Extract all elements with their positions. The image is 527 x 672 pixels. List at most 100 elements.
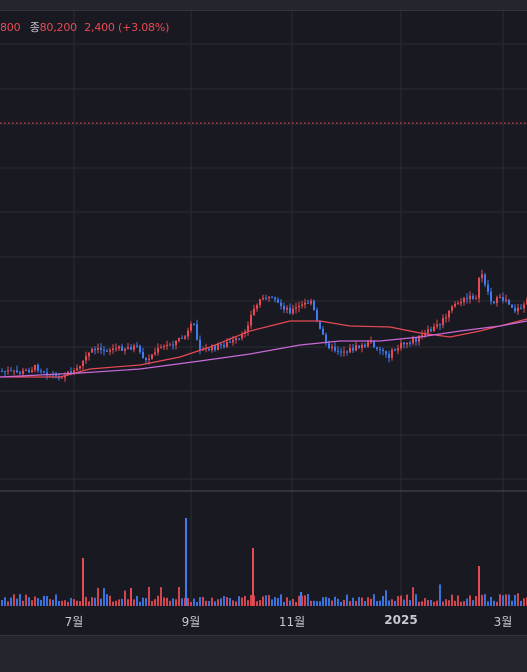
candle-body [496, 297, 498, 304]
volume-bar [313, 600, 315, 606]
candle-body [334, 346, 336, 351]
volume-spike [300, 592, 302, 606]
volume-bar [475, 595, 477, 606]
volume-bar [385, 590, 387, 606]
candle-body [523, 304, 525, 309]
candle-body [511, 304, 513, 308]
volume-bar [304, 595, 306, 606]
volume-bar [466, 598, 468, 606]
top-toolbar [0, 0, 527, 11]
candle-body [493, 301, 495, 304]
candle-body [148, 358, 150, 361]
candle-body [106, 350, 108, 352]
volume-bar [469, 595, 471, 606]
volume-bar [277, 598, 279, 606]
candle-body [430, 329, 432, 332]
volume-bar [241, 597, 243, 606]
candle-body [37, 364, 39, 371]
volume-bar [97, 587, 99, 606]
bottom-bar [0, 635, 527, 672]
volume-bar [7, 601, 9, 606]
volume-bar [220, 598, 222, 606]
volume-bar [391, 599, 393, 606]
candle-body [322, 328, 324, 335]
volume-bar [376, 601, 378, 606]
candle-body [40, 370, 42, 372]
volume-bar [445, 599, 447, 606]
volume-bar [193, 598, 195, 606]
price-chart[interactable] [0, 11, 527, 635]
candle-body [283, 306, 285, 310]
candle-body [259, 299, 261, 306]
candle-body [418, 335, 420, 342]
candle-body [469, 295, 471, 300]
volume-bar [31, 600, 33, 606]
candle-body [517, 307, 519, 312]
volume-bar [181, 598, 183, 606]
candle-body [379, 348, 381, 350]
volume-bar [43, 595, 45, 606]
volume-bar [178, 587, 180, 606]
volume-bar [283, 601, 285, 606]
candle-body [499, 297, 501, 299]
x-tick-2025: 2025 [384, 613, 418, 627]
candle-body [484, 274, 486, 285]
volume-bar [79, 601, 81, 606]
candle-body [223, 344, 225, 347]
volume-bar [100, 598, 102, 606]
volume-bar [517, 593, 519, 606]
volume-bar [427, 600, 429, 606]
time-axis[interactable]: 7월 9월 11월 2025 3월 [0, 606, 527, 635]
candle-body [466, 298, 468, 300]
candle-body [235, 338, 237, 340]
candle-body [226, 341, 228, 347]
chart-canvas[interactable] [0, 11, 527, 635]
volume-bar [124, 590, 126, 606]
volume-bar [61, 600, 63, 606]
candle-body [211, 345, 213, 351]
candle-body [478, 278, 480, 299]
candle-body [28, 370, 30, 373]
volume-bar [1, 600, 3, 606]
volume-bar [103, 588, 105, 606]
volume-bar [25, 594, 27, 606]
x-tick-jul: 7월 [64, 615, 84, 629]
volume-bar [76, 600, 78, 606]
candle-body [79, 366, 81, 369]
candle-body [262, 297, 264, 300]
candle-body [301, 304, 303, 306]
volume-bar [22, 600, 24, 606]
candle-body [97, 348, 99, 350]
legend-change-pct: (+3.08%) [118, 21, 170, 34]
volume-bar [205, 600, 207, 606]
volume-bar [250, 595, 252, 606]
volume-bar [460, 601, 462, 606]
candle-body [229, 341, 231, 343]
candle-body [241, 333, 243, 339]
candle-body [505, 299, 507, 301]
volume-bar [139, 601, 141, 606]
volume-bar [502, 595, 504, 606]
volume-bar [55, 594, 57, 606]
volume-bar [319, 601, 321, 606]
volume-bar [226, 597, 228, 606]
candle-body [271, 296, 273, 298]
candle-body [61, 377, 63, 379]
volume-bar [52, 599, 54, 606]
volume-bar [289, 600, 291, 606]
volume-bar [259, 600, 261, 606]
volume-bar [379, 600, 381, 606]
candle-body [115, 348, 117, 350]
volume-bar [187, 598, 189, 606]
candle-body [85, 356, 87, 361]
volume-bar [247, 600, 249, 606]
candle-body [88, 352, 90, 357]
candle-body [256, 305, 258, 309]
volume-bar [151, 600, 153, 606]
volume-bar [28, 597, 30, 606]
volume-bar [169, 600, 171, 606]
volume-bar [397, 596, 399, 606]
candle-body [7, 370, 9, 372]
candle-body [178, 337, 180, 341]
candle-body [22, 370, 24, 374]
